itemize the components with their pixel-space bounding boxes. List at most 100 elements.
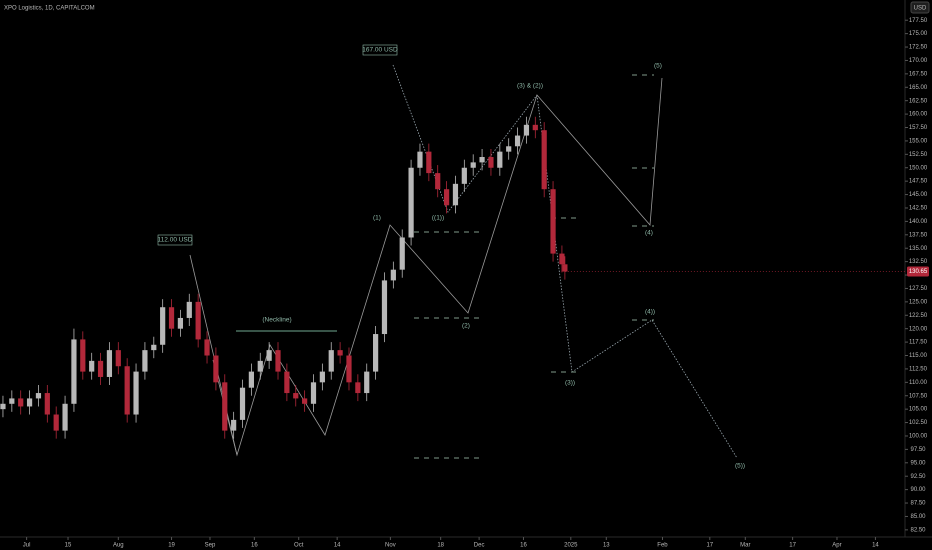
x-tick-label: Apr bbox=[832, 543, 841, 549]
wave-line bbox=[212, 77, 663, 457]
candle-body bbox=[275, 350, 281, 372]
candle-body bbox=[328, 350, 334, 372]
y-tick-label: 167.50 bbox=[909, 71, 928, 77]
candle-body bbox=[195, 301, 201, 340]
candle-body bbox=[213, 355, 219, 383]
x-tick-label: Dec bbox=[474, 543, 485, 549]
last-price-label: 130.65 bbox=[909, 269, 928, 275]
chart-title: XPO Logistics, 1D, CAPITALCOM bbox=[4, 6, 95, 12]
candle-body bbox=[523, 124, 530, 136]
x-tick-label: 14 bbox=[872, 543, 879, 549]
wave-line bbox=[189, 254, 238, 456]
y-tick-label: 120.00 bbox=[909, 326, 928, 332]
x-tick-label: 16 bbox=[251, 543, 258, 549]
x-tick-label: 19 bbox=[168, 543, 175, 549]
x-tick-label: Feb bbox=[657, 543, 668, 549]
candle-body bbox=[177, 317, 184, 329]
currency-box bbox=[910, 1, 930, 14]
candle-body bbox=[293, 393, 299, 399]
candle-body bbox=[506, 146, 512, 152]
candle-body bbox=[390, 269, 396, 281]
candle-body bbox=[248, 371, 254, 388]
candle-body bbox=[151, 344, 157, 351]
y-tick-label: 105.00 bbox=[909, 407, 928, 413]
x-tick-label: Sep bbox=[205, 543, 216, 549]
annotation: (Neckline) bbox=[262, 317, 291, 324]
candle-body bbox=[18, 398, 24, 407]
candle-body bbox=[115, 350, 121, 367]
y-tick-label: 160.00 bbox=[909, 112, 928, 118]
candle-body bbox=[9, 398, 15, 404]
candle-body bbox=[124, 366, 130, 415]
y-tick-label: 150.00 bbox=[909, 165, 928, 171]
x-tick-label: Mar bbox=[740, 543, 750, 549]
candle-body bbox=[355, 382, 361, 394]
annotation: (5)) bbox=[735, 463, 745, 470]
drawings bbox=[157, 44, 738, 459]
candle-body bbox=[133, 371, 139, 415]
x-tick-label: Jul bbox=[23, 543, 31, 549]
candle-body bbox=[319, 371, 325, 383]
y-tick-label: 122.50 bbox=[909, 313, 928, 319]
annotation: (5) bbox=[654, 63, 662, 70]
candle-body bbox=[231, 419, 237, 431]
candle-body bbox=[0, 403, 6, 410]
x-tick-label: 15 bbox=[65, 543, 72, 549]
candle-body bbox=[514, 135, 521, 147]
x-tick-label: 18 bbox=[437, 543, 444, 549]
y-tick-label: 115.00 bbox=[909, 353, 928, 359]
candle-body bbox=[470, 162, 476, 168]
annotation: (4)) bbox=[645, 309, 655, 316]
candle-body bbox=[488, 157, 494, 168]
candle-body bbox=[284, 371, 290, 394]
candle-body bbox=[160, 307, 166, 345]
y-tick-label: 95.00 bbox=[910, 460, 926, 466]
candle-body bbox=[142, 350, 148, 372]
y-tick-label: 90.00 bbox=[910, 487, 926, 493]
candle-body bbox=[89, 360, 95, 372]
y-tick-label: 100.00 bbox=[909, 434, 928, 440]
y-tick-label: 92.50 bbox=[910, 474, 926, 480]
price-callout bbox=[362, 44, 398, 56]
candle-body bbox=[364, 371, 370, 394]
y-tick-label: 82.50 bbox=[910, 527, 926, 533]
candle-body bbox=[71, 339, 77, 404]
y-tick-label: 97.50 bbox=[910, 447, 926, 453]
candle-body bbox=[62, 403, 68, 431]
annotation: 112.00 USD bbox=[158, 237, 193, 244]
y-tick-label: 135.00 bbox=[909, 246, 928, 252]
candle-body bbox=[266, 350, 272, 361]
candle-body bbox=[168, 307, 175, 329]
candle-body bbox=[381, 280, 388, 335]
y-tick-label: 175.00 bbox=[909, 31, 928, 37]
y-tick-label: 157.50 bbox=[909, 125, 928, 131]
candle-body bbox=[222, 382, 228, 431]
y-tick-label: 137.50 bbox=[909, 232, 928, 238]
candle-body bbox=[302, 398, 308, 404]
candle-body bbox=[550, 189, 556, 254]
candle-body bbox=[35, 393, 42, 399]
y-tick-label: 162.50 bbox=[909, 98, 928, 104]
x-tick-label: Oct bbox=[294, 543, 304, 549]
y-tick-label: 147.50 bbox=[909, 179, 928, 185]
y-tick-label: 102.50 bbox=[909, 420, 928, 426]
x-tick-label: 17 bbox=[706, 543, 713, 549]
candle-body bbox=[497, 151, 503, 168]
candle-body bbox=[26, 398, 33, 407]
y-tick-label: 127.50 bbox=[909, 286, 928, 292]
candle-body bbox=[186, 301, 192, 318]
candle-body bbox=[443, 189, 450, 206]
annotation: (4) bbox=[645, 230, 653, 237]
annotation: 167.00 USD bbox=[362, 47, 398, 54]
y-tick-label: 170.00 bbox=[909, 58, 928, 64]
candle-body bbox=[461, 167, 467, 184]
candle-body bbox=[239, 387, 246, 420]
candle-body bbox=[44, 393, 50, 415]
x-tick-label: 14 bbox=[334, 543, 341, 549]
candle-body bbox=[97, 360, 104, 377]
annotation: (3)) bbox=[565, 380, 575, 387]
annotation: (1) bbox=[373, 215, 381, 222]
candle-body bbox=[426, 151, 432, 174]
